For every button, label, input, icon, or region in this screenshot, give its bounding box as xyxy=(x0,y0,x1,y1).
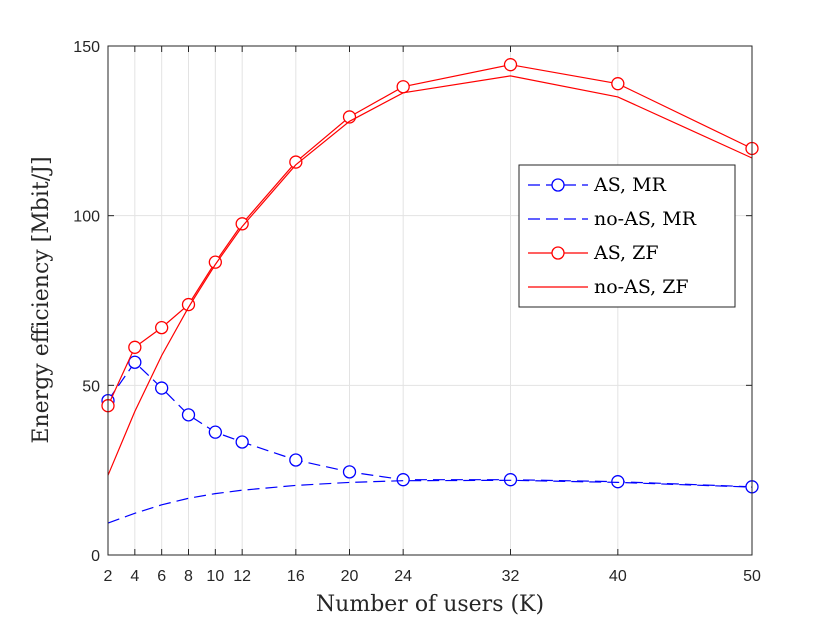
data-point-as-zf xyxy=(611,77,625,91)
x-tick-label: 2 xyxy=(104,568,113,585)
data-point-as-zf xyxy=(235,217,249,231)
series-line-no-as-mr xyxy=(107,479,753,524)
data-point-as-zf xyxy=(155,320,169,335)
series-line-no-as-zf xyxy=(107,75,753,476)
legend-label-no-as-mr: no-AS, MR xyxy=(594,208,697,230)
tick-layer: 2 4 6 8 10 12 16 20 24 32 40 50 0 50 100 150 xyxy=(73,39,761,585)
data-point-as-mr xyxy=(503,473,518,487)
series-layer xyxy=(101,58,759,524)
data-point-as-zf xyxy=(503,58,518,72)
x-tick-label: 4 xyxy=(130,568,139,585)
legend-label-no-as-zf: no-AS, ZF xyxy=(594,276,689,298)
data-point-as-mr xyxy=(128,355,142,369)
legend-marker-as-mr xyxy=(551,178,565,192)
x-tick-label: 20 xyxy=(341,568,359,585)
x-tick-label: 10 xyxy=(206,568,224,585)
data-point-as-zf xyxy=(208,255,222,269)
plot-frame xyxy=(107,45,753,556)
data-point-as-mr xyxy=(155,381,169,395)
legend-marker-as-zf xyxy=(551,246,565,260)
data-point-as-mr xyxy=(235,435,249,449)
data-point-as-mr xyxy=(611,475,625,489)
data-point-as-zf xyxy=(289,155,303,169)
y-tick-label: 0 xyxy=(91,548,100,565)
x-tick-label: 12 xyxy=(233,568,251,585)
x-tick-label: 24 xyxy=(394,568,412,585)
x-tick-label: 16 xyxy=(287,568,305,585)
data-point-as-zf xyxy=(128,340,142,354)
y-tick-label: 150 xyxy=(73,39,100,56)
data-point-as-mr xyxy=(396,473,410,487)
y-tick-label: 50 xyxy=(82,378,100,395)
y-axis-label: Energy efficiency [Mbit/J] xyxy=(29,156,54,443)
data-point-as-zf xyxy=(396,80,410,94)
data-point-as-mr xyxy=(208,425,222,439)
data-point-as-mr xyxy=(289,453,303,467)
legend: AS, MR no-AS, MR AS, ZF no-AS, ZF xyxy=(518,164,736,308)
legend-label-as-mr: AS, MR xyxy=(593,174,667,196)
x-tick-label: 6 xyxy=(157,568,166,585)
y-tick-label: 100 xyxy=(73,209,100,226)
x-tick-label: 32 xyxy=(502,568,520,585)
data-point-as-mr xyxy=(342,465,357,479)
data-point-as-mr xyxy=(181,408,196,422)
x-tick-label: 8 xyxy=(184,568,193,585)
x-tick-label: 50 xyxy=(743,568,761,585)
legend-label-as-zf: AS, ZF xyxy=(593,242,659,264)
x-axis-label: Number of users (K) xyxy=(316,592,544,617)
x-tick-label: 40 xyxy=(609,568,627,585)
